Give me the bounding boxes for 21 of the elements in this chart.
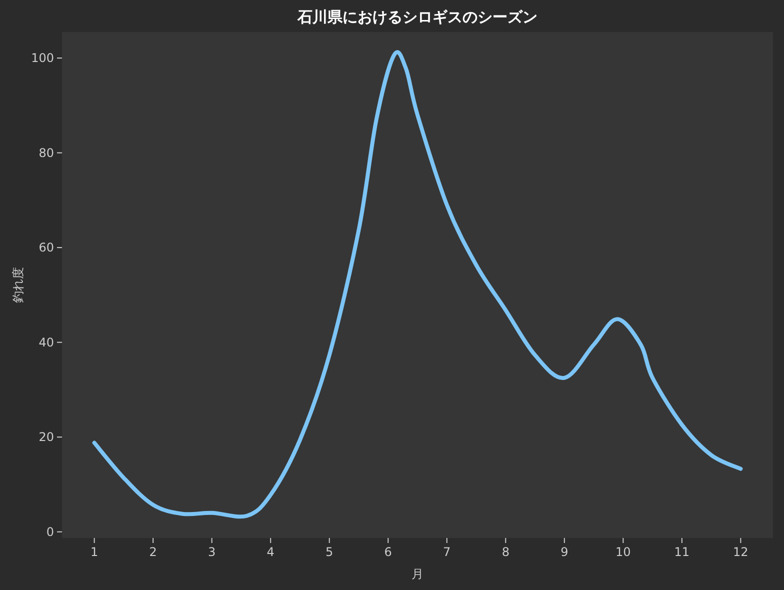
- y-tick-label: 0: [46, 524, 54, 539]
- y-axis-title: 釣れ度: [11, 267, 25, 303]
- x-tick-label: 7: [443, 545, 451, 559]
- x-tick-label: 4: [266, 545, 274, 559]
- x-tick-label: 1: [90, 545, 98, 559]
- x-tick-label: 6: [384, 545, 392, 559]
- y-tick-label: 60: [38, 240, 54, 255]
- y-tick-label: 80: [38, 146, 54, 160]
- x-tick-label: 12: [733, 545, 748, 559]
- y-tick-label: 40: [38, 335, 54, 350]
- x-tick-label: 3: [208, 545, 216, 559]
- x-tick-label: 11: [674, 545, 690, 559]
- x-tick-label: 9: [560, 545, 568, 559]
- chart-title: 石川県におけるシロギスのシーズン: [296, 8, 538, 26]
- y-tick-label: 20: [38, 430, 54, 444]
- x-tick-label: 5: [326, 545, 334, 559]
- x-tick-label: 10: [616, 545, 631, 559]
- x-axis-title: 月: [412, 567, 424, 581]
- x-tick-label: 8: [502, 545, 510, 559]
- y-tick-label: 100: [31, 51, 54, 66]
- x-tick-label: 2: [149, 545, 157, 559]
